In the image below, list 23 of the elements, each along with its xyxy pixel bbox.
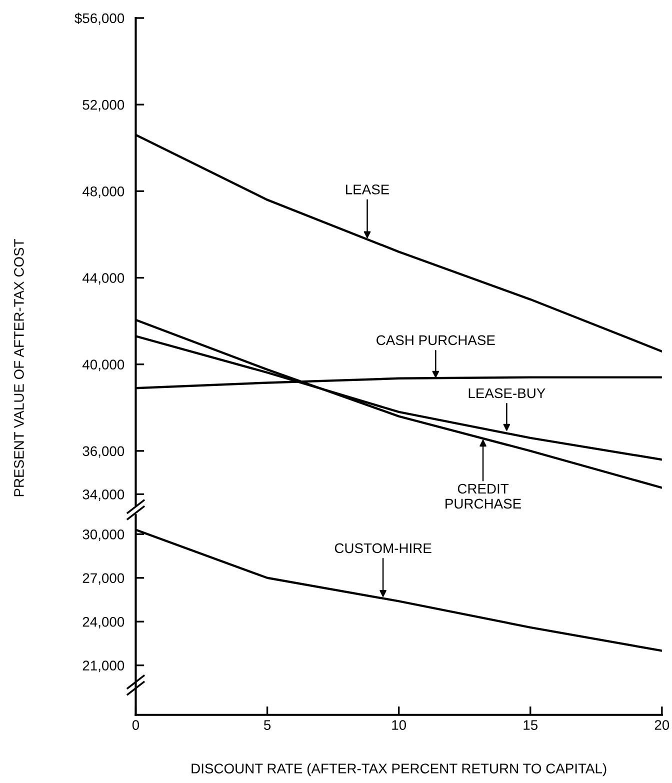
x-tick-label: 0 bbox=[132, 720, 140, 730]
annotation: CREDIT PURCHASE bbox=[446, 484, 522, 509]
annotation: LEASE-BUY bbox=[468, 388, 546, 398]
x-tick-label: 5 bbox=[264, 720, 271, 730]
x-tick-label: 20 bbox=[654, 720, 670, 730]
y-tick-label: 24,000 bbox=[82, 616, 124, 628]
y-tick-label: 36,000 bbox=[82, 446, 124, 458]
annotation: LEASE bbox=[346, 184, 390, 194]
y-tick-label: 34,000 bbox=[82, 490, 124, 502]
y-tick-label: 44,000 bbox=[82, 273, 124, 285]
y-tick-label: 27,000 bbox=[82, 573, 124, 585]
y-tick-label: 40,000 bbox=[82, 360, 124, 372]
y-axis-title: PRESENT VALUE OF AFTER-TAX COST bbox=[14, 239, 24, 496]
y-tick-label: 21,000 bbox=[82, 660, 124, 672]
x-tick-label: 15 bbox=[524, 720, 538, 730]
x-axis-title: DISCOUNT RATE (AFTER-TAX PERCENT RETURN TO CAPITAL) bbox=[192, 763, 606, 776]
annotation: CASH PURCHASE bbox=[376, 335, 495, 346]
y-tick-label: 30,000 bbox=[82, 529, 124, 541]
y-tick-label: 48,000 bbox=[82, 186, 124, 198]
y-tick-label: $56,000 bbox=[74, 12, 124, 25]
annotation: CUSTOM-HIRE bbox=[334, 543, 432, 554]
y-tick-label: 52,000 bbox=[82, 100, 124, 112]
x-tick-label: 10 bbox=[392, 720, 406, 730]
